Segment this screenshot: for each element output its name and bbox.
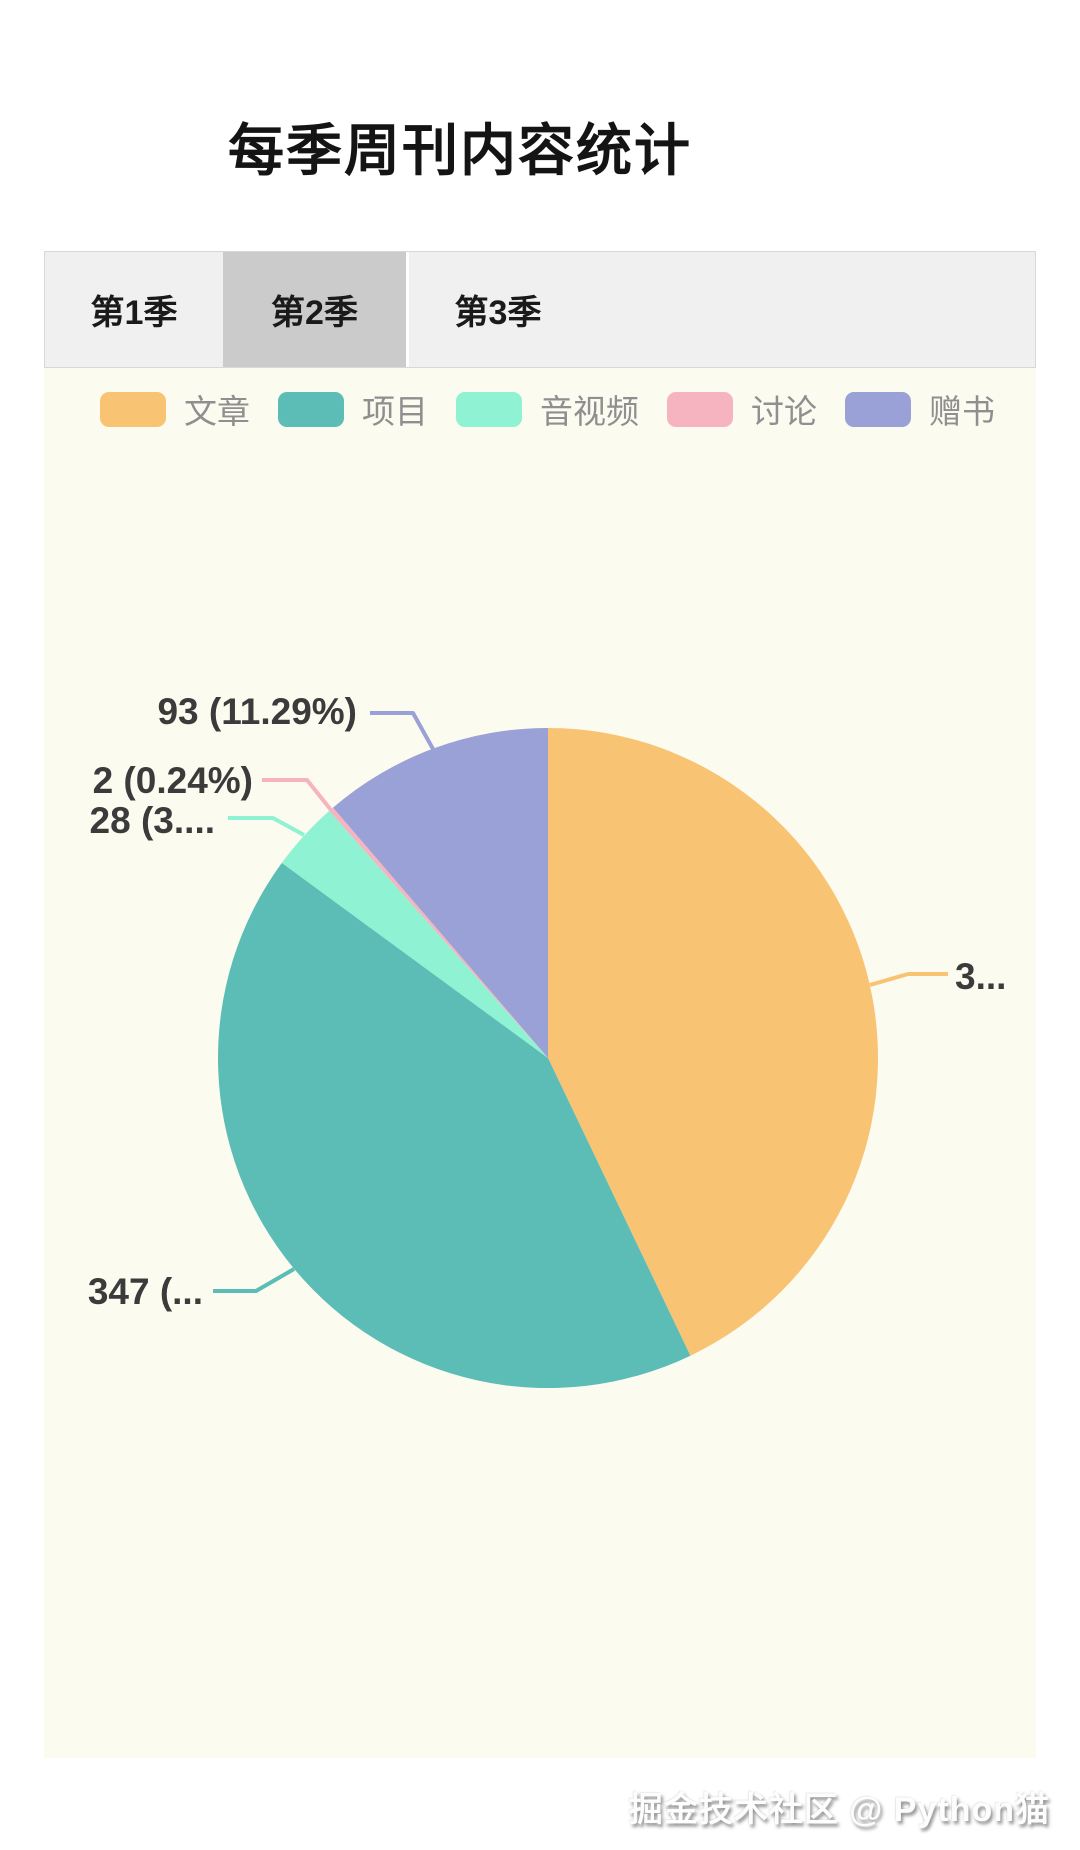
pie-slice-1[interactable] bbox=[217, 862, 691, 1389]
pie-slice-2[interactable] bbox=[281, 810, 548, 1058]
tab-bar: 第1季 第2季 第3季 bbox=[44, 251, 1036, 368]
pie-slice-0[interactable] bbox=[548, 728, 878, 1356]
leader-line bbox=[869, 972, 948, 987]
leader-line bbox=[213, 1267, 296, 1293]
pie-slice-4[interactable] bbox=[333, 728, 548, 1058]
page-title: 每季周刊内容统计 bbox=[228, 119, 692, 182]
legend-label: 文章 bbox=[184, 393, 250, 430]
legend-item-discussions[interactable]: 讨论 bbox=[667, 385, 817, 433]
tab-season-3[interactable]: 第3季 bbox=[409, 252, 587, 367]
tab-season-2[interactable]: 第2季 bbox=[223, 252, 409, 367]
pie-label-projects: 347 (... bbox=[87, 1271, 203, 1312]
legend-label: 音视频 bbox=[540, 393, 639, 430]
tab-season-1[interactable]: 第1季 bbox=[45, 252, 223, 367]
legend-swatch-projects bbox=[278, 391, 344, 427]
leader-line bbox=[228, 816, 305, 837]
legend-swatch-discussions bbox=[667, 391, 733, 427]
leader-line bbox=[370, 711, 435, 750]
legend-item-articles[interactable]: 文章 bbox=[100, 385, 250, 433]
pie-label-articles: 3... bbox=[955, 956, 1007, 997]
legend-item-book-giveaway[interactable]: 赠书 bbox=[845, 385, 995, 433]
pie-slice-3[interactable] bbox=[329, 807, 548, 1058]
legend-swatch-articles bbox=[100, 391, 166, 427]
pie-legend: 文章 项目 音视频 讨论 赠书 bbox=[100, 385, 995, 433]
leader-line bbox=[262, 778, 333, 812]
pie-label-audio-video: 28 (3.... bbox=[89, 800, 215, 841]
pie-label-book-giveaway: 93 (11.29%) bbox=[157, 691, 357, 732]
legend-item-audio-video[interactable]: 音视频 bbox=[456, 385, 639, 433]
legend-swatch-audio-video bbox=[456, 391, 522, 427]
legend-label: 讨论 bbox=[751, 393, 817, 430]
legend-item-projects[interactable]: 项目 bbox=[278, 385, 428, 433]
legend-label: 项目 bbox=[362, 393, 428, 430]
legend-swatch-book-giveaway bbox=[845, 391, 911, 427]
watermark: 掘金技术社区 @ Python猫 bbox=[628, 1791, 1050, 1829]
legend-label: 赠书 bbox=[929, 393, 995, 430]
pie-label-discussions: 2 (0.24%) bbox=[92, 760, 253, 801]
